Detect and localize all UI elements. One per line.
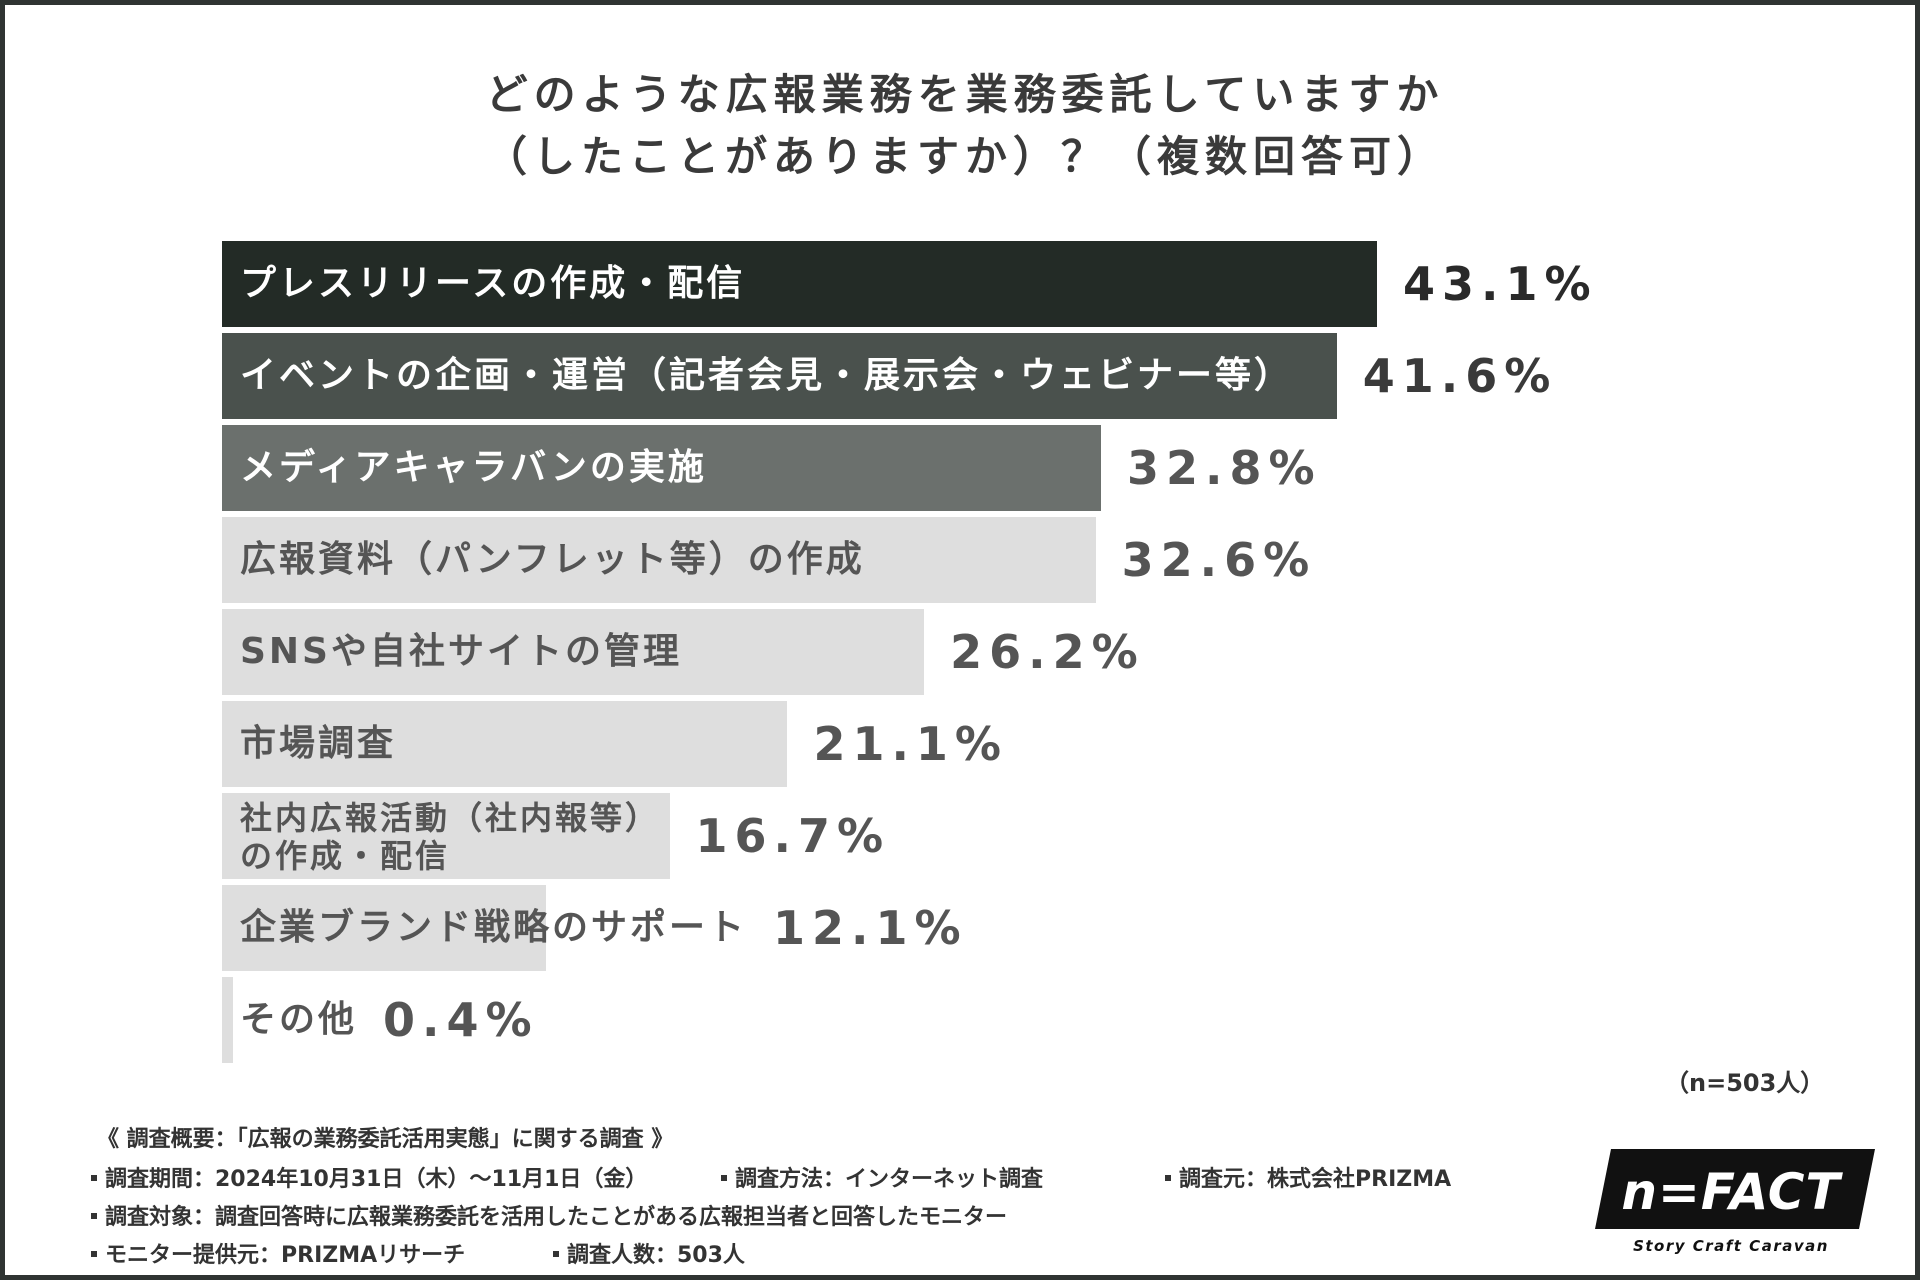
value-label-2: 41.6% [1362, 349, 1558, 403]
bar-6 [222, 701, 788, 787]
bar-label-8: 企業ブランド戦略のサポート [240, 907, 748, 948]
survey-target: 調査対象：調査回答時に広報業務委託を活用したことがある広報担当者と回答したモニタ… [91, 1203, 1007, 1233]
value-label-8: 12.1% [773, 901, 968, 955]
value-label-4: 32.6% [1121, 533, 1317, 587]
nfact-logo: n=FACT Story Craft Caravan [1595, 1149, 1875, 1255]
bar-label-9: その他 [240, 999, 358, 1040]
bar-label-5: SNSや自社サイトの管理 [240, 631, 682, 672]
bar-9 [222, 977, 233, 1063]
survey-method: 調査方法：インターネット調査 [721, 1165, 1043, 1195]
bullet-icon [1165, 1175, 1171, 1181]
bullet-icon [91, 1175, 97, 1181]
survey-source: 調査元：株式会社PRIZMA [1165, 1165, 1451, 1195]
value-label-3: 32.8% [1126, 441, 1322, 495]
bar-label-7: 社内広報活動（社内報等）の作成・配信 [240, 799, 661, 875]
logo-wordmark: n=FACT [1621, 1163, 1843, 1221]
logo-tagline: Story Craft Caravan [1633, 1237, 1829, 1255]
value-label-5: 26.2% [950, 625, 1145, 679]
sample-size-note: （n=503人） [1665, 1069, 1825, 1097]
bar-3 [222, 425, 1101, 511]
survey-method-text: 調査方法：インターネット調査 [735, 1167, 1044, 1192]
chart-title-line-2: （したことがありますか）？（複数回答可） [484, 132, 1445, 181]
bar-label-3: メディアキャラバンの実施 [240, 447, 707, 488]
chart-title-line-1: どのような広報業務を業務委託していますか [485, 70, 1445, 119]
bar-label-2: イベントの企画・運営（記者会見・展示会・ウェビナー等） [240, 355, 1294, 396]
survey-respondents-text: 調査人数：503人 [567, 1243, 745, 1268]
bullet-icon [91, 1213, 97, 1219]
bullet-icon [91, 1251, 97, 1257]
value-label-7: 16.7% [695, 809, 891, 863]
bar-label-6: 市場調査 [240, 723, 397, 764]
bar-8 [222, 885, 547, 971]
bar-2 [222, 333, 1337, 419]
bar-label-4: 広報資料（パンフレット等）の作成 [240, 539, 865, 580]
bullet-icon [721, 1175, 727, 1181]
bar-1 [222, 241, 1377, 327]
bar-chart: プレスリリースの作成・配信 43.1% イベントの企画・運営（記者会見・展示会・ウェ… [5, 5, 1920, 1285]
bar-4 [222, 517, 1096, 603]
survey-target-text: 調査対象：調査回答時に広報業務委託を活用したことがある広報担当者と回答したモニタ… [105, 1205, 1008, 1230]
value-label-1: 43.1% [1403, 257, 1598, 311]
value-label-6: 21.1% [813, 717, 1009, 771]
survey-respondents: 調査人数：503人 [553, 1241, 745, 1271]
bullet-icon [553, 1251, 559, 1257]
bar-label-1: プレスリリースの作成・配信 [240, 263, 746, 304]
value-label-9: 0.4% [383, 993, 539, 1047]
logo-badge [1595, 1149, 1875, 1229]
survey-source-text: 調査元：株式会社PRIZMA [1179, 1167, 1452, 1192]
survey-heading: 《 調査概要：「広報の業務委託活用実態」に関する調査 》 [97, 1127, 674, 1152]
survey-provider-text: モニター提供元：PRIZMAリサーチ [105, 1243, 466, 1268]
bar-7 [222, 793, 670, 879]
survey-period: 調査期間：2024年10月31日（木）～11月1日（金） [91, 1165, 647, 1195]
survey-provider: モニター提供元：PRIZMAリサーチ [91, 1241, 465, 1271]
survey-period-text: 調査期間：2024年10月31日（木）～11月1日（金） [105, 1167, 648, 1192]
bar-5 [222, 609, 925, 695]
